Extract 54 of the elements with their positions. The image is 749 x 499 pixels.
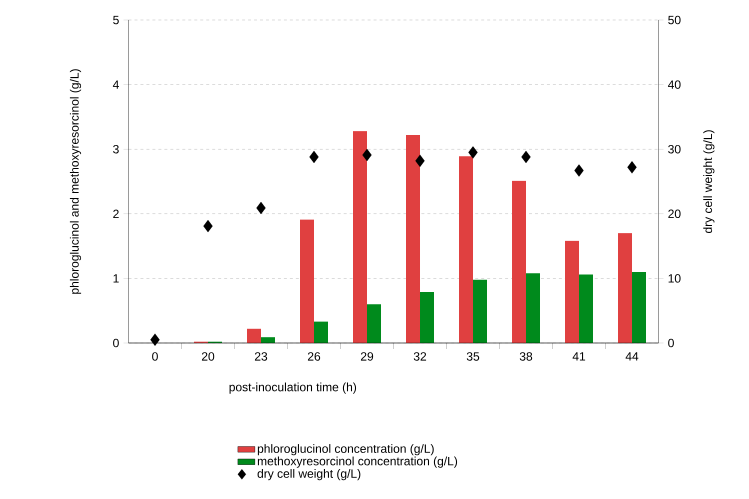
y2-tick-label: 30 (668, 144, 681, 154)
bar (247, 328, 261, 343)
x-tick-label: 44 (626, 352, 638, 360)
y2-tick-label: 10 (668, 274, 681, 283)
point (256, 202, 266, 214)
x-tick-label: 32 (414, 352, 426, 361)
y2-axis-title: dry cell weight (g/L) (703, 130, 714, 234)
y-tick-label: 5 (113, 16, 119, 24)
x-axis-title: post-inoculation time (h) (230, 382, 356, 394)
y-tick-label: 3 (113, 144, 119, 154)
bar (406, 134, 420, 343)
point (415, 154, 425, 168)
bar (526, 273, 540, 343)
bar (420, 292, 434, 343)
point (574, 164, 584, 177)
y-axis-title: phloroglucinol and methoxyresorcinol (g/L) (70, 69, 82, 294)
y2-tick-label: 0 (668, 338, 674, 348)
point (521, 150, 531, 164)
point (627, 161, 637, 174)
point (150, 334, 160, 346)
x-tick-label: 35 (466, 352, 480, 361)
y-tick-label: 1 (114, 274, 119, 283)
bar (459, 156, 474, 343)
y-tick-label: 0 (113, 338, 119, 348)
bar (632, 272, 646, 343)
x-tick-label: 20 (202, 352, 214, 361)
bar (367, 304, 382, 343)
point (362, 148, 372, 162)
x-tick-label: 26 (308, 352, 320, 361)
bar (473, 280, 488, 343)
x-tick-label: 0 (152, 352, 158, 361)
bar (261, 337, 275, 343)
bar (314, 322, 328, 343)
point (203, 220, 213, 232)
x-tick-label: 38 (520, 352, 532, 361)
bar (565, 240, 580, 343)
bar (512, 180, 526, 343)
y-tick-label: 2 (113, 210, 119, 218)
x-tick-label: 29 (360, 352, 374, 361)
y2-tick-label: 20 (668, 210, 681, 218)
bar (618, 233, 632, 343)
bar (353, 131, 367, 343)
x-tick-label: 41 (572, 352, 586, 360)
legend-label: methoxyresorcinol concentration (g/L) (258, 456, 458, 468)
point (468, 146, 478, 159)
y2-tick-label: 50 (668, 16, 681, 24)
bar (579, 274, 594, 343)
y-tick-label: 4 (112, 80, 119, 89)
y2-tick-label: 40 (668, 80, 681, 89)
point (309, 150, 319, 164)
legend-label: phloroglucinol concentration (g/L) (258, 444, 434, 456)
legend-label: dry cell weight (g/L) (258, 469, 360, 480)
bar (300, 220, 314, 343)
x-tick-label: 23 (254, 352, 268, 361)
